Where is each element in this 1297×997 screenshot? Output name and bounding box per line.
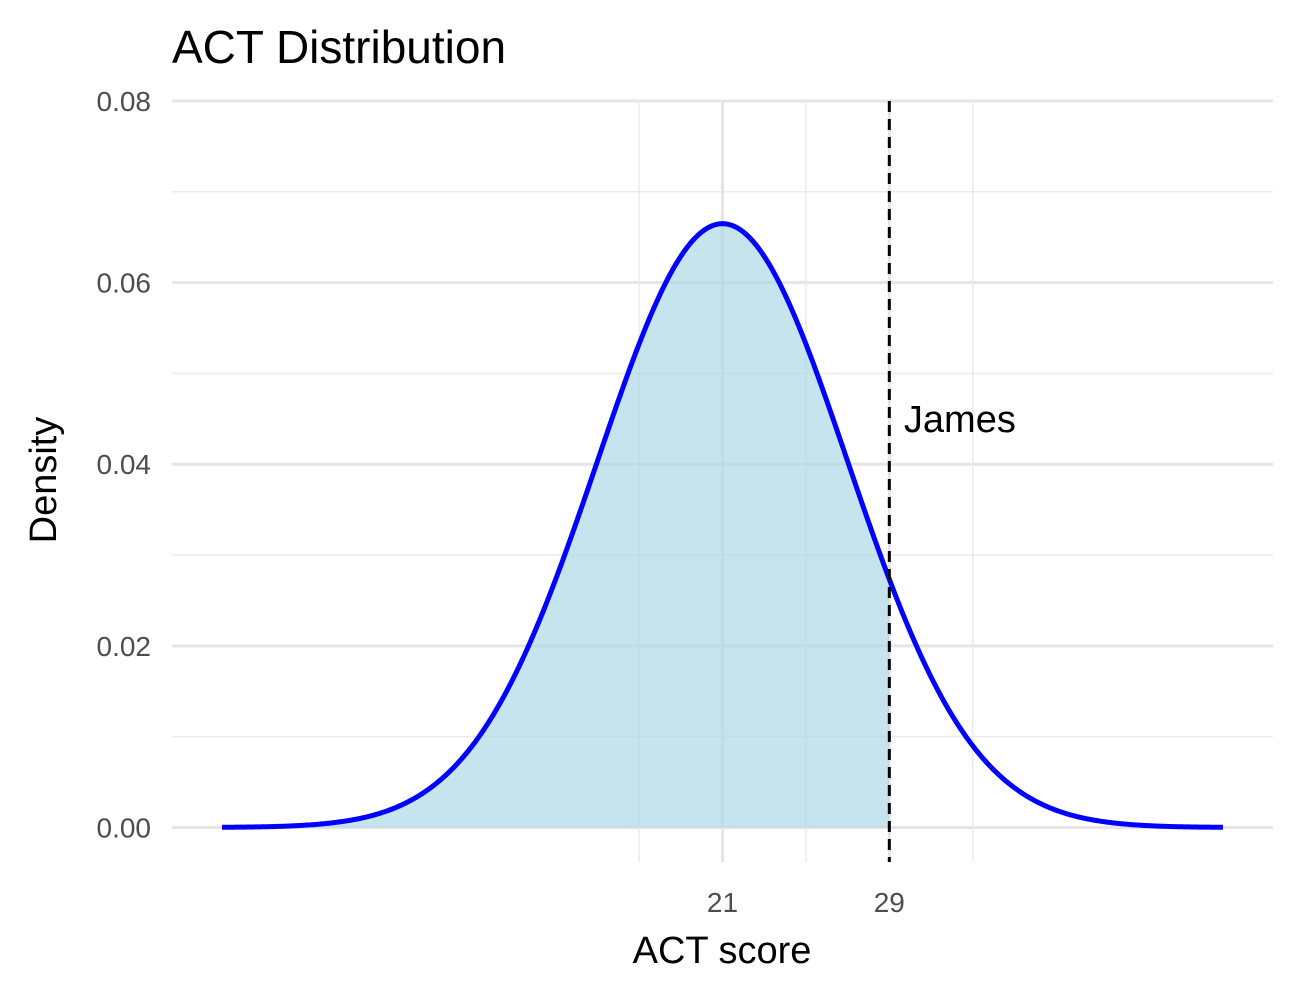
chart-title: ACT Distribution: [172, 21, 506, 73]
area-layer: [222, 223, 890, 828]
y-tick-label-3: 0.06: [97, 268, 152, 299]
y-tick-label-0: 0.00: [97, 812, 152, 843]
x-tick-labels: 21 29: [707, 887, 905, 918]
density-curve: [221, 221, 1224, 830]
x-axis-title: ACT score: [633, 930, 812, 972]
y-tick-label-2: 0.04: [97, 449, 152, 480]
james-annotation: James: [904, 399, 1016, 441]
y-axis-title: Density: [23, 417, 65, 544]
x-tick-label-1: 29: [874, 887, 905, 918]
curve-layer: [221, 221, 1224, 830]
y-tick-labels: 0.00 0.02 0.04 0.06 0.08: [97, 86, 152, 843]
shaded-area: [222, 223, 890, 828]
x-tick-label-0: 21: [707, 887, 738, 918]
y-tick-label-4: 0.08: [97, 86, 152, 117]
y-tick-label-1: 0.02: [97, 631, 152, 662]
